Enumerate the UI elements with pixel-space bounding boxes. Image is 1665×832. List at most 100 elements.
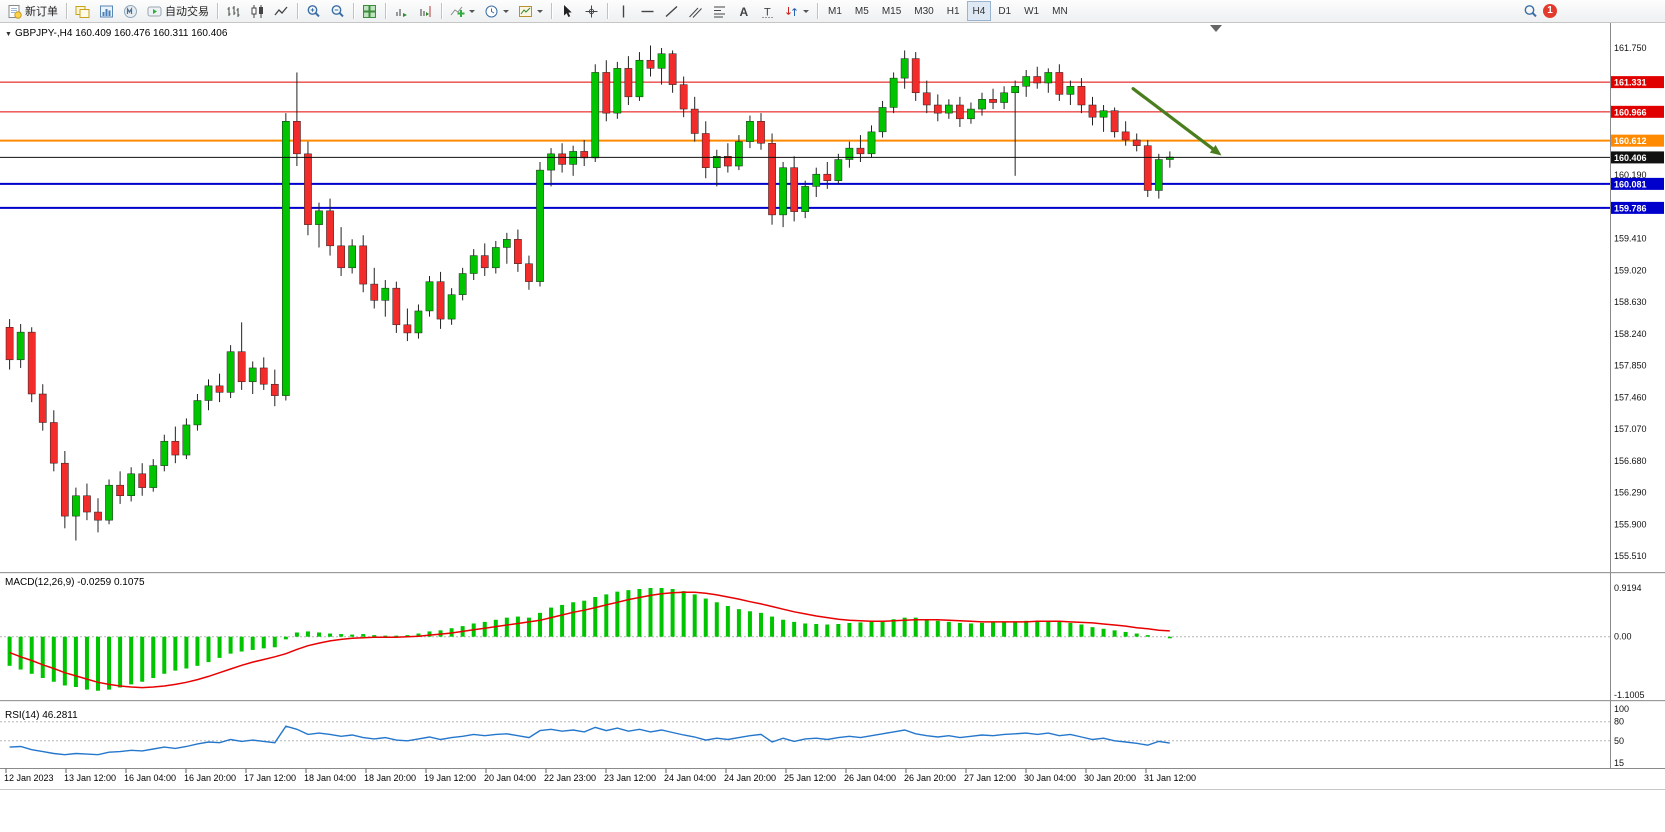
zoom-out-button[interactable] xyxy=(326,1,349,21)
toolbar-separator xyxy=(441,3,442,19)
periods-button[interactable] xyxy=(480,1,513,21)
time-axis-label: 13 Jan 12:00 xyxy=(64,773,116,783)
fibonacci-tool-button[interactable] xyxy=(708,1,731,21)
candle-body xyxy=(624,68,633,98)
trendline-icon xyxy=(664,4,679,19)
tile-windows-button[interactable] xyxy=(358,1,381,21)
auto-scroll-button[interactable] xyxy=(390,1,413,21)
zoom-in-button[interactable] xyxy=(302,1,325,21)
splitter-rsi[interactable] xyxy=(0,700,1665,703)
candle xyxy=(61,450,69,529)
timeframe-h1-button[interactable]: H1 xyxy=(941,1,966,21)
new-order-button[interactable]: 新订单 xyxy=(3,1,62,21)
candle xyxy=(447,288,456,325)
price-axis-label: 157.070 xyxy=(1614,424,1647,434)
timeframe-m15-button[interactable]: M15 xyxy=(876,1,907,21)
price-badge-text: 160.612 xyxy=(1614,136,1647,146)
metaquotes-button[interactable] xyxy=(119,1,142,21)
timeframe-m1-button[interactable]: M1 xyxy=(822,1,848,21)
candle-body xyxy=(735,141,743,167)
candle-body xyxy=(237,351,246,383)
candle xyxy=(613,61,622,119)
text-tool-button[interactable]: A xyxy=(732,1,755,21)
arrows-tool-button[interactable] xyxy=(780,1,813,21)
candle-body xyxy=(370,283,379,301)
symbol-ohlc-line: GBPJPY-,H4 160.409 160.476 160.311 160.4… xyxy=(15,28,228,39)
candle-body xyxy=(480,255,489,269)
candle xyxy=(1055,64,1064,101)
chart-shift-marker[interactable] xyxy=(1210,25,1222,32)
candle xyxy=(1011,80,1019,176)
candle xyxy=(945,99,953,119)
chart-window[interactable]: 161.750161.360160.970160.580160.190159.8… xyxy=(0,23,1665,832)
timeframe-m30-button[interactable]: M30 xyxy=(908,1,939,21)
candlestick-type-button[interactable] xyxy=(246,1,269,21)
candle-body xyxy=(1143,145,1152,191)
trend-arrow[interactable] xyxy=(1131,87,1215,151)
cursor-button[interactable] xyxy=(556,1,579,21)
candle xyxy=(823,161,832,189)
candle xyxy=(1000,86,1008,110)
rsi-axis-label: 50 xyxy=(1614,736,1624,746)
notification-badge[interactable]: 1 xyxy=(1543,4,1557,18)
timeframe-mn-button[interactable]: MN xyxy=(1046,1,1074,21)
toolbar-separator xyxy=(817,3,818,19)
chart-shift-button[interactable] xyxy=(414,1,437,21)
candle xyxy=(193,393,202,431)
candle xyxy=(690,96,699,142)
vertical-line-tool-button[interactable] xyxy=(612,1,635,21)
trendline-tool-button[interactable] xyxy=(660,1,683,21)
profiles-button[interactable] xyxy=(95,1,118,21)
candle-body xyxy=(1110,110,1119,133)
crosshair-button[interactable] xyxy=(580,1,603,21)
candle-body xyxy=(922,92,931,106)
text-tool-icon: A xyxy=(736,4,751,19)
auto-trading-button[interactable]: 自动交易 xyxy=(143,1,213,21)
candle-body xyxy=(668,53,677,85)
channel-tool-button[interactable] xyxy=(684,1,707,21)
line-chart-type-icon xyxy=(274,4,289,19)
templates-caret-icon xyxy=(537,9,543,13)
candle xyxy=(171,426,180,464)
candle xyxy=(735,135,743,171)
candle xyxy=(1088,96,1097,126)
timeframe-w1-button[interactable]: W1 xyxy=(1018,1,1045,21)
svg-text:A: A xyxy=(740,5,749,19)
candle xyxy=(812,167,821,197)
candle xyxy=(514,229,522,272)
candle-body xyxy=(436,281,445,320)
candle xyxy=(1066,80,1075,105)
candle xyxy=(1033,66,1042,89)
candle xyxy=(370,267,379,309)
candle xyxy=(1166,151,1174,168)
templates-button[interactable] xyxy=(514,1,547,21)
candle-body xyxy=(381,287,390,301)
candle xyxy=(657,48,666,85)
candle xyxy=(5,319,14,370)
timeframe-h4-button[interactable]: H4 xyxy=(966,1,992,21)
splitter-macd[interactable] xyxy=(0,572,1665,575)
search-button[interactable] xyxy=(1519,1,1542,21)
indicators-button[interactable] xyxy=(446,1,479,21)
candle-body xyxy=(182,424,191,456)
horizontal-line-icon xyxy=(640,4,655,19)
label-tool-button[interactable]: T xyxy=(756,1,779,21)
candle xyxy=(72,487,80,541)
timeframe-m5-button[interactable]: M5 xyxy=(849,1,875,21)
price-axis-label: 158.630 xyxy=(1614,297,1647,307)
candle xyxy=(359,235,368,293)
candle-body xyxy=(282,121,290,396)
horizontal-line-tool-button[interactable] xyxy=(636,1,659,21)
chart-shift-icon xyxy=(418,4,433,19)
charts-cascade-button[interactable] xyxy=(71,1,94,21)
candle xyxy=(138,463,147,496)
bar-chart-type-button[interactable] xyxy=(222,1,245,21)
candle-body xyxy=(127,473,136,497)
candle-body xyxy=(193,400,202,426)
candle-body xyxy=(503,239,511,248)
line-chart-type-button[interactable] xyxy=(270,1,293,21)
macd-label: MACD(12,26,9) -0.0259 0.1075 xyxy=(5,577,145,588)
vertical-line-icon xyxy=(616,4,631,19)
timeframe-d1-button[interactable]: D1 xyxy=(992,1,1017,21)
candle-body xyxy=(746,121,754,142)
